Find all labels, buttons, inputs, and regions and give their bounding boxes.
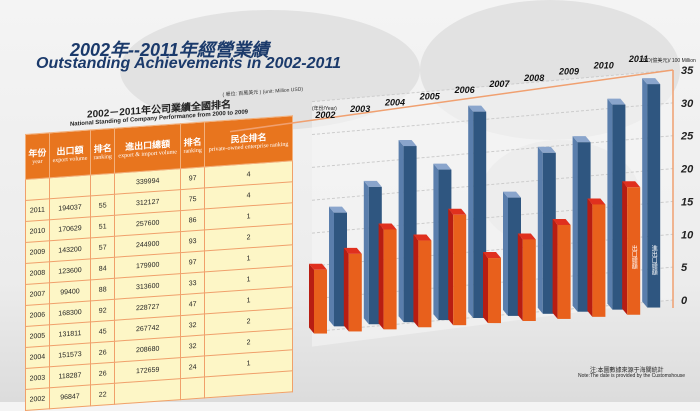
bar-export: [557, 224, 571, 319]
bar-top: [483, 252, 501, 259]
bar-top: [572, 136, 591, 143]
y-tick-label: 25: [680, 131, 694, 143]
bar-export: [522, 239, 536, 322]
bar-top: [468, 105, 487, 112]
x-tick-label: 2010: [593, 60, 614, 70]
bar-export: [348, 253, 362, 332]
series-label: 出口總額: [630, 244, 637, 270]
x-tick-label: 2005: [419, 91, 441, 101]
bar-total: [368, 186, 382, 325]
y-tick-label: 10: [681, 229, 694, 241]
bar-top: [517, 233, 536, 240]
bar-total: [334, 212, 347, 327]
bar-top: [448, 208, 467, 215]
bar-export: [418, 240, 432, 328]
bar-side: [413, 234, 419, 328]
x-tick-label: 2007: [488, 79, 510, 89]
bar-side: [642, 78, 648, 308]
bar-export: [383, 229, 397, 330]
bar-side: [622, 181, 628, 315]
bar-top: [622, 181, 641, 188]
bar-top: [503, 191, 521, 198]
y-axis-label: USD(億美元)/ 100 Million: [640, 57, 696, 64]
bar-export: [314, 269, 327, 334]
bar-export: [592, 204, 606, 317]
bar-side: [572, 136, 578, 312]
bar-side: [468, 105, 474, 318]
x-tick-label: 2002: [314, 110, 335, 120]
title-english: Outstanding Achievements in 2002-2011: [36, 55, 341, 72]
bar-total: [438, 169, 452, 321]
source-note-zh: 注:本圖數據來源于海關統計: [590, 368, 664, 374]
bar-total: [403, 146, 417, 323]
bar-export: [453, 214, 467, 326]
bar-top: [329, 206, 347, 213]
bar-total: [508, 197, 521, 316]
bar-side: [607, 98, 613, 310]
y-tick-label: 0: [681, 295, 688, 307]
x-tick-label: 2006: [454, 85, 476, 95]
bar-total: [542, 152, 556, 314]
bar-export: [488, 258, 501, 324]
x-tick-label: 2011: [628, 54, 648, 64]
bar-total: [473, 111, 487, 318]
bar-top: [587, 198, 606, 205]
bar-top: [413, 234, 432, 241]
x-axis-label: (年份/Year): [312, 105, 337, 112]
bar-side: [433, 163, 439, 321]
bar-side: [448, 208, 454, 326]
bar-top: [309, 263, 327, 270]
bar-top: [378, 223, 397, 230]
y-tick-label: 20: [680, 164, 694, 176]
bar-total: [577, 142, 591, 312]
bar-top: [642, 78, 661, 85]
bar-side: [378, 223, 384, 330]
title-chinese: 2002年--2011年經營業績: [70, 40, 269, 60]
bar-side: [483, 252, 488, 324]
bar-total: [612, 104, 626, 310]
source-note-en: Note:The date is provided by the Customs…: [578, 373, 686, 379]
gridline: [311, 69, 674, 103]
bar-side: [309, 263, 314, 334]
year-axis-line: [229, 69, 674, 133]
bar-side: [552, 218, 558, 319]
y-tick-label: 15: [681, 196, 694, 208]
x-tick-label: 2003: [349, 104, 370, 114]
y-tick-label: 5: [681, 262, 688, 274]
bar-top: [343, 247, 362, 254]
x-tick-label: 2009: [558, 67, 579, 77]
bar-side: [503, 191, 508, 316]
bar-side: [398, 140, 404, 323]
bar-side: [537, 146, 543, 314]
y-tick-label: 30: [681, 98, 694, 110]
bar-top: [433, 163, 452, 170]
bar-side: [587, 198, 593, 317]
x-tick-label: 2008: [523, 73, 544, 83]
bar-top: [363, 180, 382, 187]
bar-top: [537, 146, 556, 153]
y-tick-label: 35: [681, 65, 694, 77]
bar-side: [343, 247, 349, 332]
bar-export: [627, 187, 641, 315]
x-tick-label: 2004: [384, 98, 405, 108]
bar-side: [363, 180, 369, 325]
bar-side: [329, 206, 334, 327]
bar-top: [398, 140, 417, 147]
series-label: 進出口總額: [650, 244, 657, 276]
bar-side: [517, 233, 523, 322]
bar-total: [647, 84, 661, 308]
bar-top: [552, 218, 571, 225]
bar-top: [607, 98, 626, 105]
